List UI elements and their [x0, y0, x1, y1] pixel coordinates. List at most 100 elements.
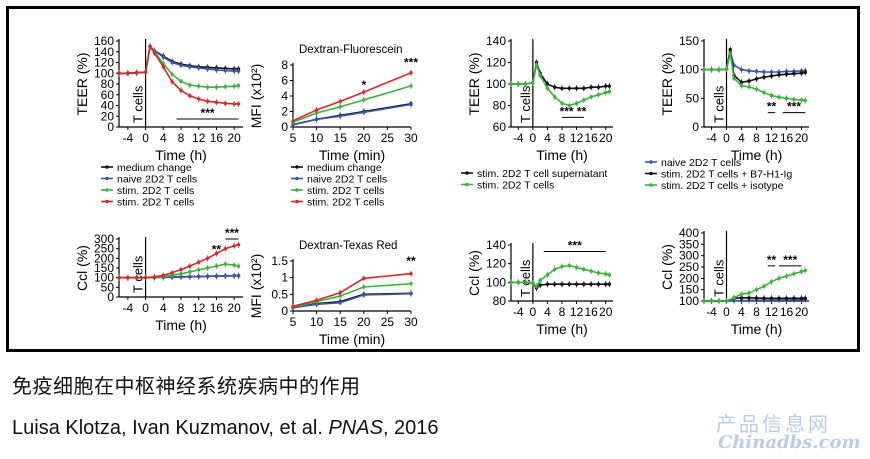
data-point	[314, 108, 319, 112]
x-tick-label: 12	[765, 305, 779, 319]
data-point	[223, 101, 227, 106]
data-point	[596, 93, 601, 97]
data-point	[582, 267, 586, 271]
x-tick-label: 0	[530, 305, 537, 319]
significance-label: **	[212, 243, 222, 257]
data-point	[732, 295, 736, 300]
x-axis-label: Time (min)	[319, 331, 385, 347]
y-tick-label: 60	[101, 88, 115, 102]
data-point	[769, 74, 774, 78]
x-tick-label: 4	[544, 131, 551, 145]
data-point	[702, 67, 706, 72]
series-line	[704, 53, 806, 102]
data-point	[799, 269, 804, 274]
legend-marker	[105, 165, 109, 169]
data-point	[362, 285, 366, 289]
x-tick-label: 20	[357, 315, 371, 329]
legend-entry: naive 2D2 T cells	[307, 174, 387, 186]
data-point	[717, 67, 721, 72]
data-point	[747, 69, 751, 73]
data-point	[792, 272, 796, 276]
y-tick-label: 120	[94, 56, 114, 70]
data-point	[170, 72, 174, 77]
series-line	[292, 272, 412, 308]
x-tick-label: 20	[599, 305, 613, 319]
data-point	[135, 275, 139, 280]
x-tick-label: 12	[765, 131, 779, 145]
data-point	[574, 101, 579, 106]
data-point	[792, 71, 796, 76]
significance-label: **	[767, 253, 777, 267]
data-point	[545, 82, 550, 86]
y-tick-label: 140	[486, 34, 506, 48]
data-point	[409, 71, 413, 75]
data-point	[596, 271, 601, 275]
data-point	[338, 294, 342, 298]
data-point	[188, 264, 192, 268]
data-point	[545, 273, 550, 277]
y-tick-label: 4	[281, 89, 288, 103]
data-point	[560, 264, 564, 269]
series-line	[119, 44, 239, 105]
data-point	[214, 100, 219, 104]
data-point	[545, 86, 550, 91]
legend-entry: medium change	[307, 162, 382, 174]
event-label: T cells	[131, 255, 146, 293]
data-point	[188, 65, 192, 69]
data-point	[362, 110, 366, 114]
data-point	[762, 296, 766, 300]
data-point	[538, 278, 542, 283]
event-label: T cells	[712, 259, 727, 297]
x-tick-label: 15	[334, 131, 348, 145]
data-point	[523, 280, 528, 285]
significance-label: *** **	[560, 104, 587, 118]
data-point	[784, 274, 789, 278]
data-point	[534, 284, 539, 288]
y-tick-label: 140	[94, 45, 114, 59]
data-point	[236, 274, 241, 278]
x-tick-label: 25	[381, 131, 395, 145]
data-point	[589, 282, 593, 286]
data-point	[314, 298, 319, 303]
x-tick-label: 20	[357, 131, 371, 145]
y-tick-label: 0	[107, 290, 114, 304]
significance-label: **	[406, 254, 416, 268]
x-tick-label: 8	[178, 131, 185, 145]
data-point	[777, 95, 781, 99]
data-point	[148, 44, 152, 49]
legend-marker	[295, 165, 299, 169]
y-tick-label: 60	[493, 120, 507, 134]
data-point	[769, 70, 774, 74]
data-point	[803, 268, 807, 273]
data-point	[338, 290, 342, 295]
data-point	[338, 99, 342, 104]
data-point	[179, 275, 183, 279]
data-point	[179, 79, 183, 84]
data-point	[784, 96, 789, 101]
data-point	[135, 71, 139, 75]
data-point	[553, 85, 557, 89]
y-tick-label: 100	[94, 66, 114, 80]
data-point	[197, 274, 201, 279]
x-tick-label: 10	[310, 131, 324, 145]
data-point	[214, 274, 219, 278]
y-tick-label: 250	[679, 260, 699, 274]
data-point	[604, 90, 608, 95]
data-point	[777, 73, 781, 77]
x-tick-label: 0	[142, 301, 149, 315]
legend-entry: naive 2D2 T cells	[661, 157, 741, 169]
data-point	[205, 256, 210, 261]
x-tick-label: -4	[513, 131, 524, 145]
x-tick-label: 4	[160, 301, 167, 315]
data-point	[214, 85, 219, 89]
data-point	[747, 291, 751, 295]
data-point	[236, 264, 241, 268]
legend-entry: stim. 2D2 T cells + B7-H1-Ig	[661, 169, 792, 181]
x-tick-label: -4	[706, 305, 717, 319]
data-point	[553, 282, 557, 286]
data-point	[314, 117, 319, 121]
y-tick-label: 6	[281, 74, 288, 88]
x-tick-label: 8	[753, 131, 760, 145]
data-point	[604, 282, 608, 286]
data-point	[179, 63, 183, 67]
